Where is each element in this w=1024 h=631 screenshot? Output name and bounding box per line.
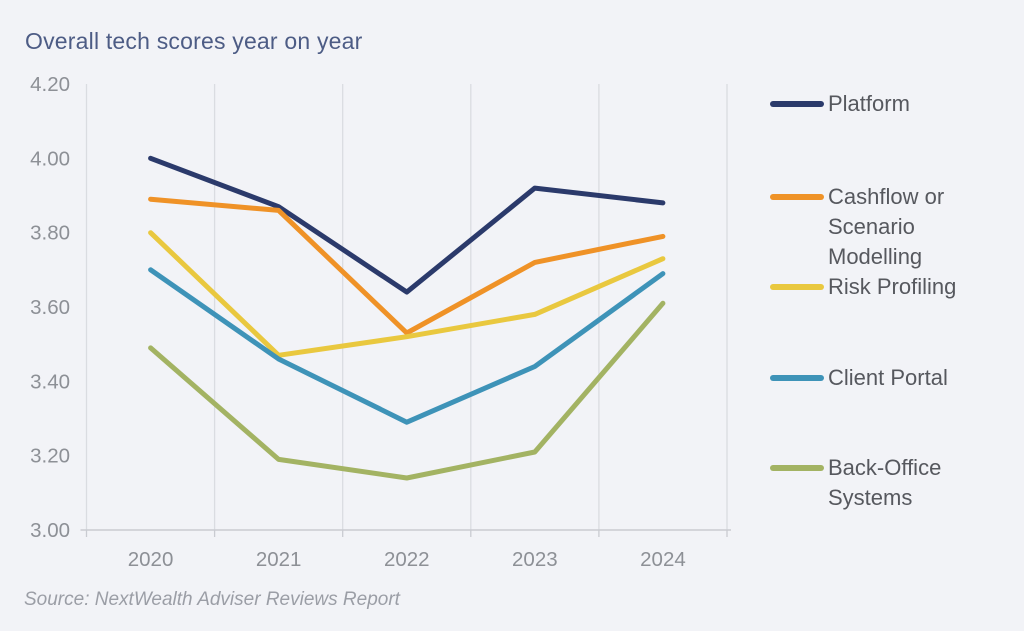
y-tick-label: 3.80: [30, 222, 70, 245]
x-tick-label: 2022: [384, 548, 430, 571]
y-tick-label: 3.60: [30, 296, 70, 319]
source-note: Source: NextWealth Adviser Reviews Repor…: [24, 589, 400, 610]
y-tick-label: 3.20: [30, 445, 70, 468]
x-tick-label: 2024: [640, 548, 686, 571]
y-tick-label: 3.00: [30, 519, 70, 542]
x-tick-label: 2023: [512, 548, 558, 571]
series-line-cashflow-or-scenario-modelling: [148, 196, 666, 336]
x-tick-label: 2020: [128, 548, 174, 571]
series-line-platform: [148, 155, 666, 295]
series-line-client-portal: [148, 267, 666, 425]
chart-title: Overall tech scores year on year: [25, 28, 363, 54]
y-tick-label: 3.40: [30, 370, 70, 393]
y-tick-label: 4.00: [30, 147, 70, 170]
x-tick-label: 2021: [256, 548, 302, 571]
series-line-risk-profiling: [148, 230, 666, 358]
y-tick-label: 4.20: [30, 73, 70, 96]
series-line-back-office-systems: [148, 300, 666, 481]
